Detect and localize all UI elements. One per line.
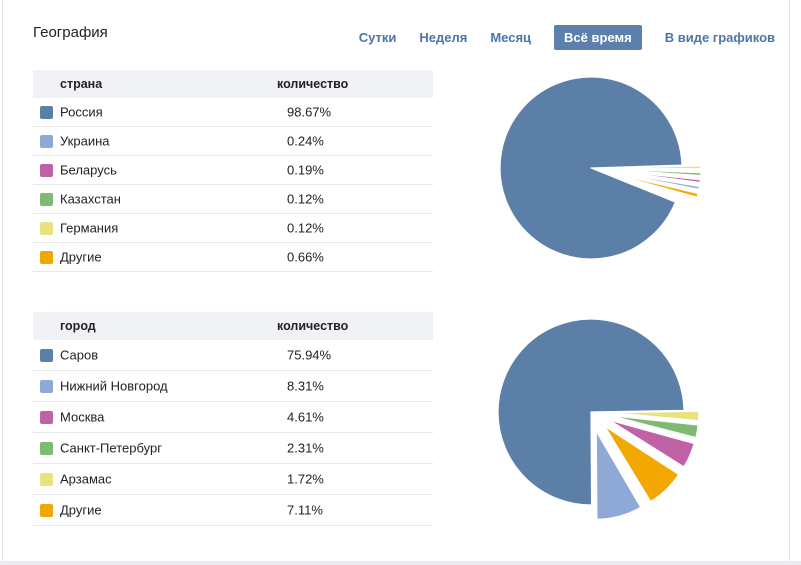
column-header-city: город <box>60 319 96 333</box>
row-label: Санкт-Петербург <box>60 440 162 456</box>
row-value: 98.67% <box>287 104 332 120</box>
legend-swatch <box>40 348 53 362</box>
row-value: 0.19% <box>287 162 324 178</box>
legend-swatch <box>40 221 53 235</box>
view-toggle-link[interactable]: В виде графиков <box>664 30 775 45</box>
row-label: Нижний Новгород <box>60 378 168 394</box>
row-label: Беларусь <box>60 162 117 178</box>
row-label: Другие <box>60 502 102 518</box>
bottom-divider <box>0 561 801 565</box>
cities-pie-slice-2[interactable] <box>608 419 695 468</box>
row-label: Германия <box>60 220 119 236</box>
countries-table: страна количество Россия 98.67% Украина 0.2… <box>33 70 433 272</box>
countries-pie-slice-4[interactable] <box>605 165 702 170</box>
period-nav: Сутки Неделя Месяц Всё время В виде графико… <box>359 25 775 50</box>
cities-table: город количество Саров 75.94% Нижний Новго… <box>33 312 433 526</box>
cities-table-body: Саров 75.94% Нижний Новгород 8.31% Москва 4.6… <box>33 340 433 526</box>
table-row: Саров 75.94% <box>33 340 433 371</box>
row-value: 7.11% <box>287 502 323 518</box>
period-links: Сутки Неделя Месяц Всё время <box>359 25 642 50</box>
countries-pie-chart <box>499 76 702 260</box>
table-row: Беларусь 0.19% <box>33 156 433 185</box>
table-row: Арзамас 1.72% <box>33 464 433 495</box>
countries-pie-slice-5[interactable] <box>604 171 699 198</box>
cities-pie-slice-3[interactable] <box>610 414 699 439</box>
table-row: Нижний Новгород 8.31% <box>33 371 433 402</box>
row-value: 0.66% <box>287 249 324 265</box>
row-label: Другие <box>60 249 102 265</box>
cities-pie-slice-0[interactable] <box>497 318 685 506</box>
row-value: 2.31% <box>287 440 324 456</box>
countries-pie-slice-2[interactable] <box>605 169 701 184</box>
row-value: 0.12% <box>287 191 324 207</box>
row-label: Казахстан <box>60 191 121 207</box>
page-title: География <box>33 24 108 41</box>
legend-swatch <box>40 503 53 517</box>
legend-swatch <box>40 105 53 119</box>
table-row: Германия 0.12% <box>33 214 433 243</box>
row-value: 0.24% <box>287 133 324 149</box>
row-value: 1.72% <box>287 471 324 487</box>
row-label: Россия <box>60 104 103 120</box>
row-value: 4.61% <box>287 409 324 425</box>
period-tab-3-active[interactable]: Всё время <box>554 25 642 50</box>
cities-pie-slice-4[interactable] <box>610 410 700 422</box>
row-value: 0.12% <box>287 220 324 236</box>
column-header-country: страна <box>60 77 103 91</box>
row-value: 8.31% <box>287 378 324 394</box>
legend-swatch <box>40 379 53 393</box>
row-label: Арзамас <box>60 471 112 487</box>
period-tab-1[interactable]: Неделя <box>419 30 468 45</box>
countries-pie-slice-1[interactable] <box>605 170 701 190</box>
cities-table-header: город количество <box>33 312 433 340</box>
table-row: Другие 0.66% <box>33 243 433 272</box>
column-header-quantity: количество <box>277 319 349 333</box>
geography-card: География Сутки Неделя Месяц Всё время В ви… <box>2 0 790 561</box>
column-header-quantity: количество <box>277 77 349 91</box>
period-tab-0[interactable]: Сутки <box>358 30 397 45</box>
table-row: Казахстан 0.12% <box>33 185 433 214</box>
countries-table-body: Россия 98.67% Украина 0.24% Беларусь 0.19% Каз… <box>33 98 433 272</box>
table-row: Санкт-Петербург 2.31% <box>33 433 433 464</box>
table-row: Россия 98.67% <box>33 98 433 127</box>
legend-swatch <box>40 192 53 206</box>
countries-pie-slice-0[interactable] <box>499 76 683 260</box>
cities-pie-slice-5[interactable] <box>604 425 680 503</box>
legend-swatch <box>40 410 53 424</box>
row-label: Саров <box>60 347 99 363</box>
cities-pie-chart <box>497 318 700 520</box>
countries-pie-slice-3[interactable] <box>605 168 702 177</box>
table-row: Украина 0.24% <box>33 127 433 156</box>
legend-swatch <box>40 441 53 455</box>
period-tab-2[interactable]: Месяц <box>490 30 532 45</box>
row-label: Украина <box>60 133 110 149</box>
legend-swatch <box>40 250 53 264</box>
cities-pie-slice-1[interactable] <box>595 430 642 520</box>
table-row: Москва 4.61% <box>33 402 433 433</box>
row-label: Москва <box>60 409 105 425</box>
row-value: 75.94% <box>287 347 332 363</box>
legend-swatch <box>40 472 53 486</box>
legend-swatch <box>40 163 53 177</box>
table-row: Другие 7.11% <box>33 495 433 526</box>
legend-swatch <box>40 134 53 148</box>
countries-table-header: страна количество <box>33 70 433 98</box>
